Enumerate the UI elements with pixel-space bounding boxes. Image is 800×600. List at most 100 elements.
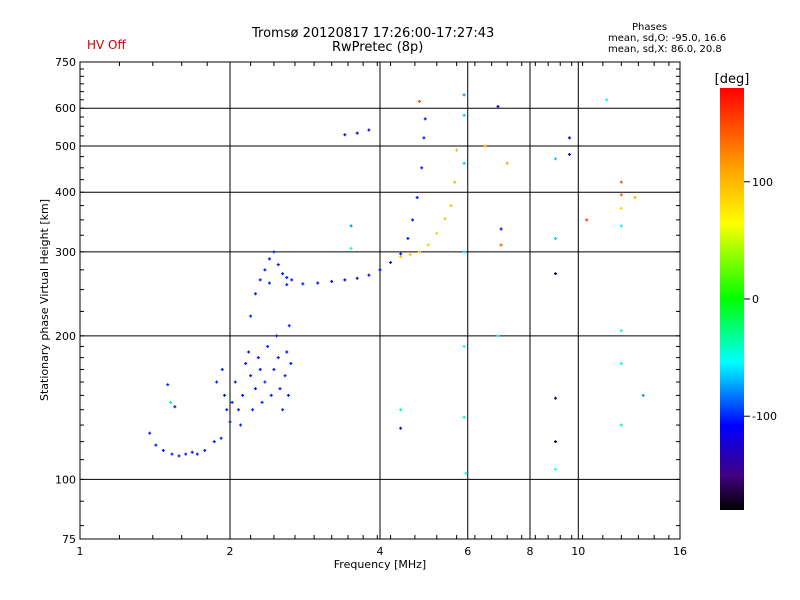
hv-status: HV Off bbox=[87, 38, 126, 52]
data-point bbox=[462, 93, 466, 97]
data-point bbox=[567, 136, 571, 140]
data-point bbox=[426, 243, 430, 247]
data-point bbox=[236, 408, 240, 412]
y-tick-label: 75 bbox=[62, 533, 76, 546]
y-tick-label: 300 bbox=[55, 246, 76, 259]
data-point bbox=[423, 117, 427, 121]
data-point bbox=[462, 161, 466, 165]
data-point bbox=[184, 452, 188, 456]
data-point bbox=[553, 467, 557, 471]
data-point bbox=[251, 408, 255, 412]
data-point bbox=[263, 268, 267, 272]
data-point bbox=[285, 276, 289, 280]
data-point bbox=[496, 334, 500, 338]
data-point bbox=[464, 471, 468, 475]
data-point bbox=[289, 361, 293, 365]
data-point bbox=[281, 272, 285, 276]
data-point bbox=[239, 423, 243, 427]
data-point bbox=[449, 204, 453, 208]
colorbar-tick-label: 100 bbox=[752, 176, 773, 189]
data-point bbox=[619, 206, 623, 210]
data-point bbox=[269, 393, 273, 397]
x-tick-label: 16 bbox=[673, 545, 687, 558]
data-point bbox=[389, 260, 393, 264]
x-tick-label: 8 bbox=[527, 545, 534, 558]
data-point bbox=[483, 144, 487, 148]
data-point bbox=[177, 454, 181, 458]
data-point bbox=[249, 314, 253, 318]
data-point bbox=[249, 374, 253, 378]
data-point bbox=[411, 218, 415, 222]
data-point bbox=[619, 423, 623, 427]
data-point bbox=[195, 452, 199, 456]
data-point bbox=[417, 250, 421, 254]
data-point bbox=[247, 350, 251, 354]
colorbar-tick-label: 0 bbox=[752, 293, 759, 306]
data-point bbox=[285, 350, 289, 354]
data-point bbox=[553, 440, 557, 444]
data-point bbox=[258, 367, 262, 371]
data-point bbox=[286, 393, 290, 397]
chart-title-line2: RwPretec (8p) bbox=[332, 40, 424, 55]
data-point bbox=[278, 387, 282, 391]
data-point bbox=[633, 195, 637, 199]
data-point bbox=[253, 292, 257, 296]
phases-x-stats: mean, sd,X: 86.0, 20.8 bbox=[608, 44, 722, 55]
x-tick-label: 4 bbox=[377, 545, 384, 558]
data-point bbox=[499, 227, 503, 231]
data-point bbox=[462, 113, 466, 117]
data-point bbox=[619, 361, 623, 365]
data-point bbox=[290, 278, 294, 282]
data-point bbox=[223, 393, 227, 397]
x-axis-label: Frequency [MHz] bbox=[334, 558, 426, 571]
data-point bbox=[316, 281, 320, 285]
phases-title: Phases bbox=[632, 22, 668, 33]
phases-o-stats: mean, sd,O: -95.0, 16.6 bbox=[608, 33, 727, 44]
data-point bbox=[219, 436, 223, 440]
x-tick-label: 2 bbox=[227, 545, 234, 558]
plot-frame bbox=[79, 61, 681, 540]
data-point bbox=[281, 408, 285, 412]
data-point bbox=[263, 380, 267, 384]
data-point bbox=[435, 231, 439, 235]
data-point bbox=[505, 161, 509, 165]
y-tick-label: 100 bbox=[55, 473, 76, 486]
data-point bbox=[148, 431, 152, 435]
data-point bbox=[585, 218, 589, 222]
data-point bbox=[212, 440, 216, 444]
data-point bbox=[161, 448, 165, 452]
x-tick-label: 6 bbox=[464, 545, 471, 558]
data-point bbox=[462, 415, 466, 419]
data-point bbox=[276, 356, 280, 360]
data-point bbox=[169, 400, 173, 404]
data-point bbox=[215, 380, 219, 384]
data-point bbox=[241, 393, 245, 397]
data-point bbox=[230, 400, 234, 404]
x-tick-label: 1 bbox=[77, 545, 84, 558]
colorbar-tick-label: -100 bbox=[752, 410, 777, 423]
data-point bbox=[228, 420, 232, 424]
data-points bbox=[148, 93, 645, 475]
colorbar bbox=[720, 88, 744, 510]
data-point bbox=[462, 250, 466, 254]
data-point bbox=[406, 236, 410, 240]
data-point bbox=[415, 195, 419, 199]
data-point bbox=[225, 408, 229, 412]
data-point bbox=[267, 257, 271, 261]
data-point bbox=[378, 268, 382, 272]
data-point bbox=[190, 450, 194, 454]
data-point bbox=[244, 361, 248, 365]
data-point bbox=[233, 380, 237, 384]
data-point bbox=[553, 272, 557, 276]
data-point bbox=[619, 224, 623, 228]
data-point bbox=[399, 252, 403, 256]
data-point bbox=[619, 180, 623, 184]
data-point bbox=[349, 224, 353, 228]
data-point bbox=[367, 128, 371, 132]
data-point bbox=[462, 344, 466, 348]
data-point bbox=[166, 383, 170, 387]
colorbar-ticks: 100 0 -100 bbox=[744, 176, 777, 423]
data-point bbox=[170, 452, 174, 456]
x-tick-label: 10 bbox=[571, 545, 585, 558]
